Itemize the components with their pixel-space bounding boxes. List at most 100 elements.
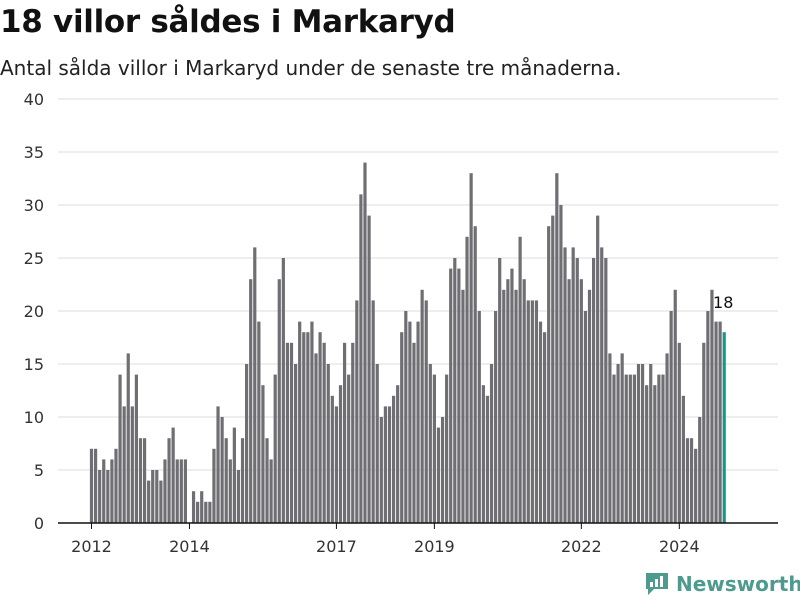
bar: [710, 289, 714, 523]
newsworthy-logo-icon: [646, 573, 668, 595]
bar: [298, 321, 302, 523]
bar: [461, 289, 465, 523]
bar: [363, 162, 367, 523]
bar: [591, 258, 596, 523]
bar: [587, 289, 592, 523]
bar: [538, 321, 543, 523]
bar: [142, 438, 147, 523]
y-tick-label: 0: [34, 514, 44, 533]
bar: [547, 226, 551, 523]
bar: [126, 353, 130, 523]
bar: [310, 321, 314, 523]
bar: [383, 406, 387, 523]
bar: [212, 448, 216, 523]
bar: [530, 300, 534, 523]
bar: [673, 289, 677, 523]
bar: [424, 300, 428, 523]
bar: [494, 311, 498, 523]
bar: [220, 417, 224, 523]
bar: [228, 459, 232, 523]
bar: [432, 374, 436, 523]
chart-subtitle: Antal sålda villor i Markaryd under de s…: [0, 56, 622, 80]
bar: [522, 279, 526, 523]
bar: [628, 374, 632, 523]
bar: [563, 247, 567, 523]
bar: [489, 364, 494, 523]
bar: [118, 374, 122, 523]
bar: [200, 491, 204, 523]
bar: [440, 417, 445, 523]
bar: [167, 438, 171, 523]
bar: [534, 300, 539, 523]
bar: [669, 311, 673, 523]
y-tick-label: 40: [24, 90, 44, 109]
bar: [465, 236, 469, 524]
bar: [571, 247, 575, 523]
bar: [106, 470, 110, 523]
bar: [632, 374, 637, 523]
bar: [114, 448, 118, 523]
bar: [257, 321, 261, 523]
bar: [281, 258, 285, 523]
bar: [661, 374, 665, 523]
bar: [236, 470, 241, 523]
x-tick-label: 2019: [414, 537, 455, 556]
bar: [412, 342, 416, 523]
bar: [375, 364, 379, 523]
bar: [514, 289, 518, 523]
bar: [485, 395, 490, 523]
bar: [714, 321, 718, 523]
bar: [685, 438, 690, 523]
bar: [253, 247, 257, 523]
bar-latest: [722, 332, 726, 523]
bar: [387, 406, 392, 523]
bar: [163, 459, 167, 523]
newsworthy-logo[interactable]: Newsworthy: [644, 570, 800, 598]
bar: [102, 459, 106, 523]
bar: [526, 300, 530, 523]
bar: [93, 448, 98, 523]
bar: [543, 332, 547, 523]
bar: [498, 258, 502, 523]
bar: [191, 491, 196, 523]
bar: [502, 289, 506, 523]
bar: [175, 459, 179, 523]
bar: [583, 311, 588, 523]
bar: [330, 395, 334, 523]
bar: [351, 342, 355, 523]
bar: [159, 480, 163, 523]
bar: [130, 406, 134, 523]
x-tick-label: 2024: [659, 537, 700, 556]
bar: [232, 427, 236, 523]
bar: [600, 247, 604, 523]
bar: [306, 332, 310, 523]
bar: [404, 311, 408, 523]
y-tick-label: 20: [24, 302, 44, 321]
bar: [640, 364, 645, 523]
bar: [302, 332, 306, 523]
bar: [261, 385, 265, 523]
bar: [273, 374, 277, 523]
bar: [391, 395, 396, 523]
bar: [138, 438, 143, 523]
bar: [518, 236, 522, 524]
bar: [575, 258, 579, 523]
bar: [285, 342, 290, 523]
bar: [473, 226, 477, 523]
bar: [122, 406, 126, 523]
x-tick-label: 2014: [169, 537, 210, 556]
bar: [624, 374, 628, 523]
newsworthy-logo-text: Newsworthy: [676, 572, 800, 596]
bar: [265, 438, 269, 523]
bar: [481, 385, 485, 523]
bar: [420, 289, 424, 523]
bar: [567, 279, 571, 523]
bar: [718, 321, 722, 523]
bar: [436, 427, 441, 523]
bar: [706, 311, 710, 523]
bar: [579, 279, 583, 523]
bar: [342, 342, 347, 523]
bar: [555, 173, 559, 523]
bar: [245, 364, 249, 523]
x-tick-label: 2012: [71, 537, 112, 556]
